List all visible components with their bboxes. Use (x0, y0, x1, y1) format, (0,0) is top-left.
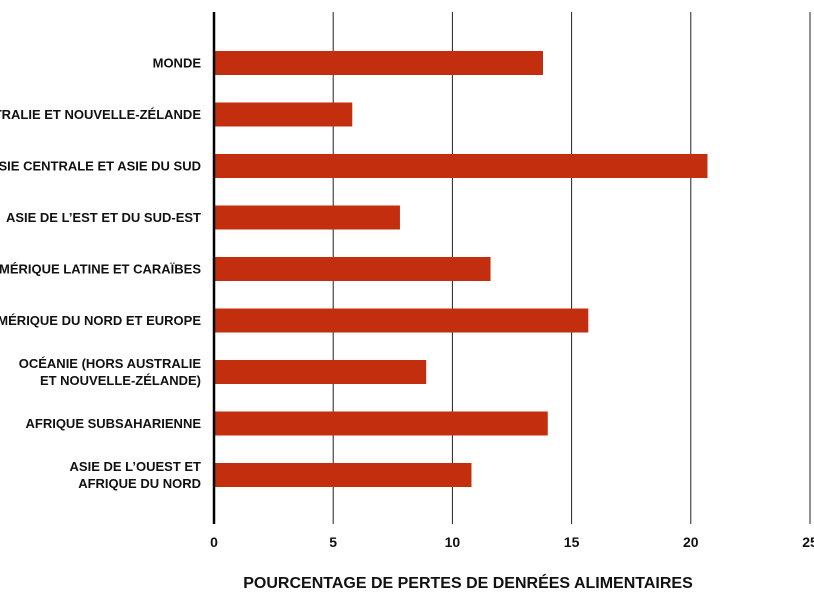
bar (214, 154, 708, 178)
category-label: AMÉRIQUE DU NORD ET EUROPE (0, 313, 201, 328)
bar (214, 463, 472, 487)
bar (214, 257, 491, 281)
category-label: ASIE CENTRALE ET ASIE DU SUD (0, 159, 201, 174)
bar (214, 102, 353, 127)
category-labels: MONDE AUSTRALIE ET NOUVELLE-ZÉLANDE ASIE C… (0, 56, 201, 492)
category-label: AUSTRALIE ET NOUVELLE-ZÉLANDE (0, 107, 201, 122)
x-tick-label: 20 (683, 534, 699, 550)
bar (214, 411, 548, 436)
category-label: ASIE DE L’EST ET DU SUD-EST (6, 210, 201, 225)
bars (214, 51, 708, 487)
category-label: ASIE DE L’OUEST ET (70, 459, 202, 474)
category-label: ET NOUVELLE-ZÉLANDE) (40, 373, 201, 388)
x-tick-label: 10 (445, 534, 461, 550)
category-label: AFRIQUE SUBSAHARIENNE (25, 416, 201, 431)
x-tick-label: 25 (802, 534, 814, 550)
x-tick-label: 15 (564, 534, 580, 550)
x-tick-label: 5 (329, 534, 337, 550)
category-label: OCÉANIE (HORS AUSTRALIE (19, 356, 202, 371)
bar (214, 205, 400, 230)
x-tick-label: 0 (210, 534, 218, 550)
grid-lines (332, 12, 811, 524)
bar (214, 308, 589, 333)
category-label: MONDE (153, 56, 202, 71)
x-tick-labels: 0 5 10 15 20 25 (210, 534, 814, 550)
bar (214, 360, 427, 384)
x-axis-title: POURCENTAGE DE PERTES DE DENRÉES ALIMENT… (243, 573, 693, 592)
bar (214, 51, 543, 75)
category-label: AMÉRIQUE LATINE ET CARAÏBES (0, 262, 201, 277)
category-label: AFRIQUE DU NORD (78, 476, 201, 491)
